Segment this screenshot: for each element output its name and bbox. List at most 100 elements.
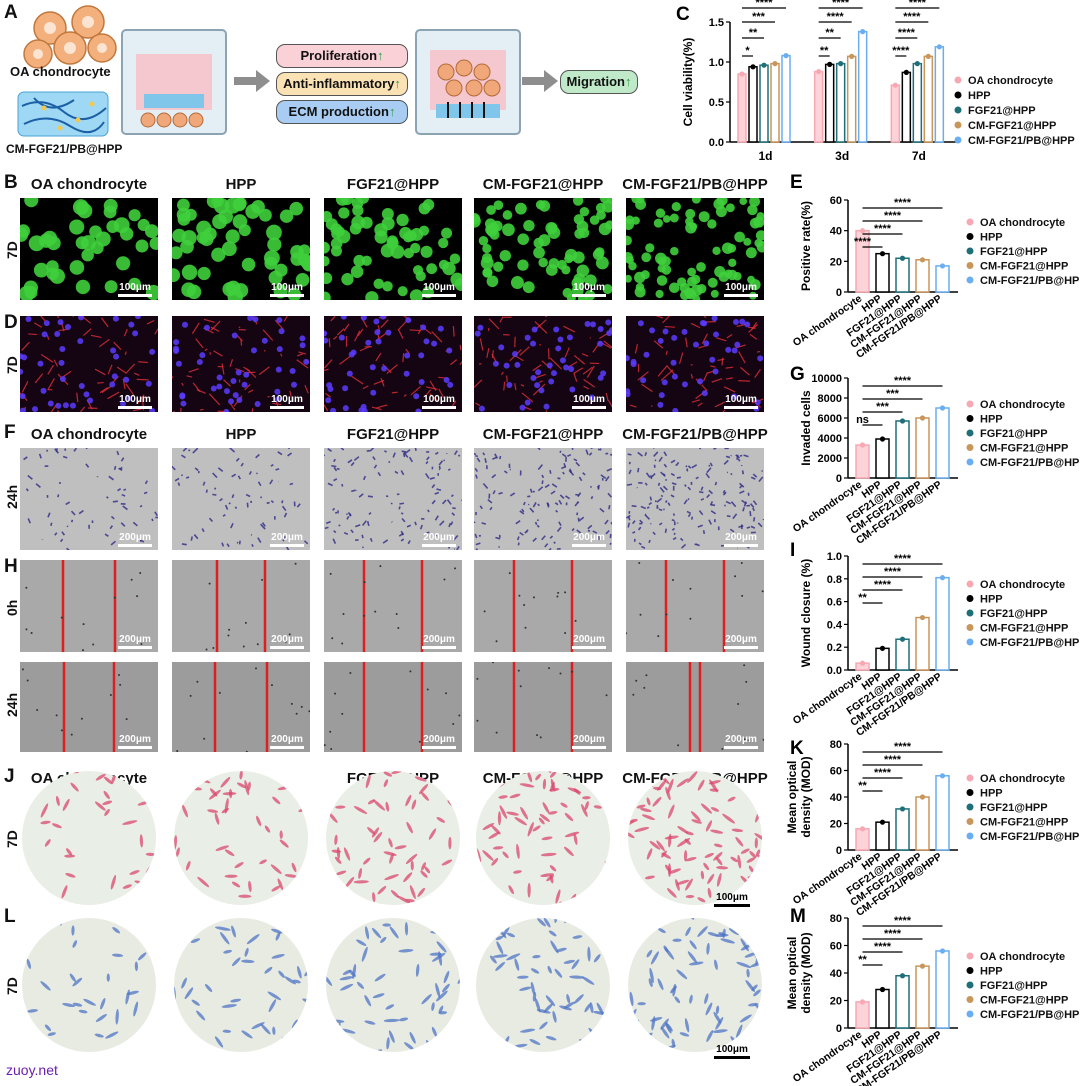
bar-cm-fgf21-pb-hpp	[935, 265, 950, 293]
legend-marker	[966, 262, 974, 269]
bar-hpp-1d	[748, 66, 758, 143]
scale-bar-label: 100μm	[271, 282, 303, 293]
legend-entry: OA chondrocyte	[980, 951, 1065, 963]
legend-marker	[966, 818, 974, 825]
legend-marker	[966, 624, 974, 631]
significance-label: ***	[752, 11, 766, 23]
bar-fgf21-hpp-7d	[912, 62, 923, 143]
significance-label: ****	[894, 197, 912, 209]
scale-bar: 200μm	[270, 532, 304, 547]
scale-bar-label: 200μm	[271, 532, 303, 543]
data-point	[919, 415, 926, 421]
micrograph-b-2	[172, 198, 310, 300]
panel-letter-j: J	[4, 766, 15, 787]
significance-label: ****	[894, 375, 912, 387]
scale-bar-line	[270, 646, 304, 649]
scale-bar: 100μm	[714, 1044, 750, 1059]
bar-hpp	[875, 252, 890, 293]
y-tick-label: 0.0	[827, 665, 842, 677]
bar-fgf21-hpp-3d	[835, 62, 846, 143]
scale-bar-label: 200μm	[271, 634, 303, 645]
legend-marker	[966, 774, 974, 782]
scale-bar-label: 100μm	[271, 394, 303, 405]
significance-label: ****	[854, 236, 872, 248]
panel-letter-l: L	[4, 906, 16, 927]
data-point	[899, 418, 906, 424]
significance-label: ****	[884, 566, 902, 578]
legend-marker	[966, 952, 974, 960]
micrograph-d-2	[172, 316, 310, 412]
scale-bar: 200μm	[270, 634, 304, 649]
significance-label: ****	[894, 741, 912, 753]
hydrogel-illustration	[17, 91, 109, 137]
scale-bar-line	[572, 406, 606, 409]
legend-entry: CM-FGF21/PB@HPP	[980, 1009, 1080, 1021]
legend-entry: HPP	[980, 594, 1003, 606]
bar-hpp	[875, 647, 890, 671]
bar-cm-fgf21-hpp	[915, 965, 930, 1029]
y-tick-label: 1.0	[709, 57, 724, 69]
legend-entry: FGF21@HPP	[980, 802, 1048, 814]
scale-bar: 100μm	[724, 394, 758, 409]
micrograph-d-3	[324, 316, 462, 412]
scale-bar-label: 100μm	[573, 394, 605, 405]
data-point	[761, 62, 767, 68]
data-point	[925, 53, 931, 60]
scale-bar: 200μm	[422, 532, 456, 547]
significance-label: ns	[856, 414, 869, 426]
scale-bar: 200μm	[270, 734, 304, 749]
significance-label: *	[745, 45, 750, 57]
significance-label: ****	[874, 223, 892, 235]
panel-letter: E	[790, 172, 803, 193]
data-point	[879, 986, 886, 993]
scale-bar: 200μm	[422, 734, 456, 749]
bar-cm-fgf21-hpp	[915, 616, 930, 671]
y-axis-label: Positive rate(%)	[799, 201, 813, 291]
scale-bar: 200μm	[724, 532, 758, 547]
y-tick-label: 80	[830, 913, 842, 925]
hydrogel-label: CM-FGF21/PB@HPP	[6, 142, 123, 156]
data-point	[816, 69, 822, 75]
micrograph-h0-3	[324, 560, 462, 652]
legend-entry: FGF21@HPP	[980, 428, 1048, 440]
data-point	[879, 436, 886, 442]
scale-bar-label: 200μm	[725, 734, 757, 745]
legend-marker	[966, 609, 974, 617]
panel-letter: M	[790, 906, 806, 927]
x-tick-label: 3d	[835, 149, 849, 163]
data-point	[899, 973, 906, 979]
legend-marker	[966, 429, 974, 437]
y-tick-label: 60	[830, 195, 842, 207]
legend-entry: CM-FGF21/PB@HPP	[980, 457, 1080, 469]
scale-bar: 100μm	[572, 394, 606, 409]
bar-hpp-3d	[824, 63, 835, 143]
legend-marker	[954, 136, 962, 144]
legend-entry: CM-FGF21/PB@HPP	[980, 637, 1080, 649]
panel-letter-f: F	[4, 422, 16, 443]
scale-bar-label: 200μm	[119, 634, 151, 645]
micrograph-f-4	[474, 448, 612, 550]
significance-label: ****	[874, 941, 892, 953]
legend-entry: CM-FGF21@HPP	[980, 443, 1068, 455]
legend-marker	[966, 1010, 974, 1018]
y-tick-label: 60	[830, 941, 842, 953]
scale-bar-label: 200μm	[119, 734, 151, 745]
bar-oa-chondrocyte-3d	[813, 70, 824, 143]
data-point	[939, 263, 946, 269]
micrograph-l-5	[626, 910, 764, 1060]
significance-label: ****	[903, 11, 921, 23]
micrograph-b-5	[626, 198, 764, 300]
legend-entry: FGF21@HPP	[980, 246, 1048, 258]
micrograph-h0-2	[172, 560, 310, 652]
bar-oa-chondrocyte	[855, 828, 870, 851]
micrograph-j-5	[626, 768, 764, 908]
transwell-migration-illustration	[415, 29, 521, 135]
scale-bar-label: 200μm	[573, 734, 605, 745]
significance-label: **	[858, 954, 867, 966]
y-axis-label: density (MOD)	[799, 932, 813, 1013]
scale-bar-line	[422, 544, 456, 547]
legend-entry: CM-FGF21/PB@HPP	[968, 135, 1075, 147]
legend-entry: HPP	[980, 414, 1003, 426]
x-tick-label: 1d	[758, 149, 772, 163]
data-point	[919, 963, 926, 969]
